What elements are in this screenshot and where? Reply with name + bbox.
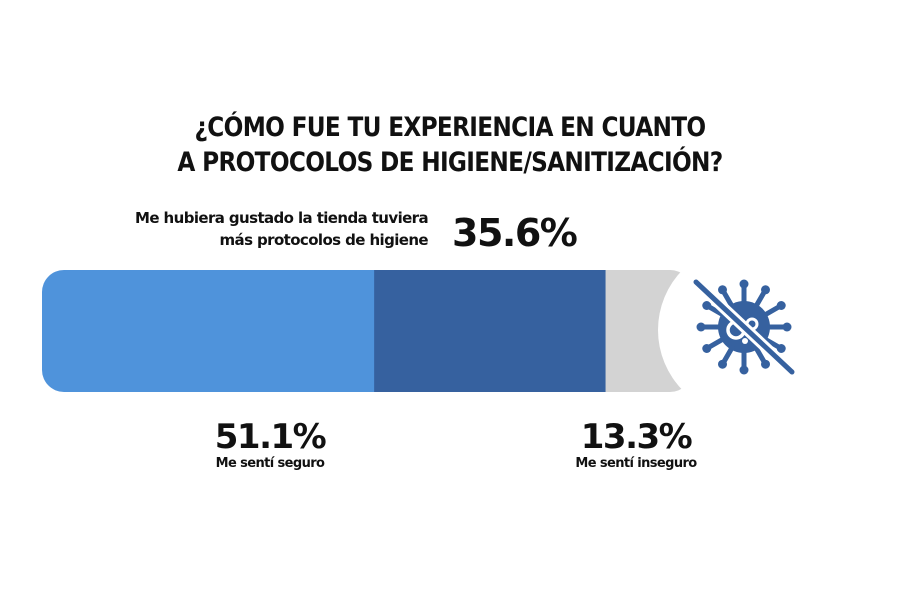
bar-segment-2 [374,270,607,392]
crossed-out-virus-icon [684,272,804,392]
title-line-1: ¿CÓMO FUE TU EXPERIENCIA EN CUANTO [194,112,707,143]
segment-label-line-1: Me hubiera gustado la tienda tuviera [135,209,429,227]
value-label-unsafe: 13.3% [580,417,693,457]
segment-label-line-2: más protocolos de higiene [219,231,429,249]
chart-title: ¿CÓMO FUE TU EXPERIENCIA EN CUANTO A PRO… [63,110,837,180]
bar-segment-1 [42,270,375,392]
title-line-2: A PROTOCOLOS DE HIGIENE/SANITIZACIÓN? [177,147,723,178]
segment-label-unsafe: Me sentí inseguro [575,456,697,471]
segment-label-safe: Me sentí seguro [215,456,325,471]
segment-label-more-protocols: Me hubiera gustado la tienda tuviera más… [80,207,429,251]
value-label-safe: 51.1% [214,417,327,457]
value-label-more-protocols: 35.6% [452,211,578,255]
